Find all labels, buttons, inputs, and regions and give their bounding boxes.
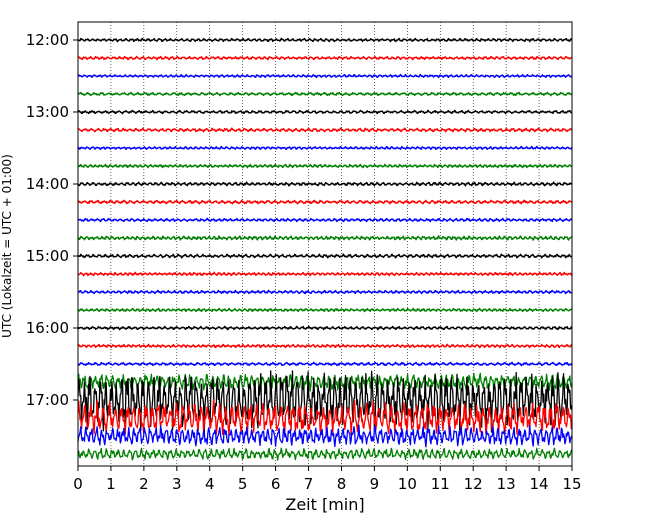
- x-tick-label-15: 15: [562, 475, 581, 493]
- y-tick-label-0: 12:00: [26, 31, 69, 49]
- trace-1630: [77, 361, 573, 367]
- x-tick-label-10: 10: [398, 475, 417, 493]
- y-tick-label-4: 16:00: [26, 319, 69, 337]
- trace-1545: [77, 307, 573, 313]
- y-tick-label-1: 13:00: [26, 103, 69, 121]
- trace-1200: [77, 37, 573, 43]
- trace-1430: [77, 217, 573, 223]
- x-tick-label-2: 2: [139, 475, 149, 493]
- y-tick-label-3: 15:00: [26, 247, 69, 265]
- x-tick-label-9: 9: [370, 475, 380, 493]
- trace-1345: [77, 163, 573, 169]
- trace-1230: [77, 73, 573, 79]
- x-tick-label-4: 4: [205, 475, 215, 493]
- trace-1215: [77, 55, 573, 61]
- y-tick-label-2: 14:00: [26, 175, 69, 193]
- trace-1600: [77, 325, 573, 331]
- trace-1515: [77, 271, 573, 277]
- trace-1415: [77, 199, 573, 205]
- x-tick-label-13: 13: [497, 475, 516, 493]
- trace-1315: [77, 127, 573, 133]
- trace-1700: [77, 370, 573, 434]
- x-axis-label: Zeit [min]: [285, 495, 364, 514]
- trace-1730: [77, 424, 573, 448]
- y-tick-label-5: 17:00: [26, 391, 69, 409]
- trace-1530: [77, 289, 573, 295]
- trace-1615: [77, 343, 573, 349]
- traces-layer: [77, 37, 573, 461]
- trace-1400: [77, 181, 573, 187]
- x-tick-label-8: 8: [337, 475, 347, 493]
- x-tick-label-6: 6: [271, 475, 281, 493]
- x-tick-label-3: 3: [172, 475, 182, 493]
- trace-1715: [77, 399, 573, 437]
- x-tick-label-14: 14: [530, 475, 549, 493]
- trace-1445: [77, 235, 573, 241]
- trace-1745: [77, 447, 573, 461]
- x-tick-label-12: 12: [464, 475, 483, 493]
- x-tick-label-0: 0: [73, 475, 83, 493]
- trace-1500: [77, 253, 573, 259]
- y-axis-label: UTC (Lokalzeit = UTC + 01:00): [0, 154, 14, 338]
- y-axis: 12:00 13:00 14:00 15:00 16:00 17:00: [26, 31, 78, 409]
- x-tick-label-1: 1: [106, 475, 116, 493]
- x-tick-label-7: 7: [304, 475, 314, 493]
- trace-1245: [77, 91, 573, 97]
- x-tick-label-11: 11: [431, 475, 450, 493]
- plot-frame: [77, 21, 573, 467]
- trace-1330: [77, 145, 573, 151]
- x-tick-label-5: 5: [238, 475, 248, 493]
- x-axis: 0 1 2 3 4 5 6 7 8 9 10 11 12 13 14 15: [73, 466, 582, 493]
- trace-1300: [77, 109, 573, 115]
